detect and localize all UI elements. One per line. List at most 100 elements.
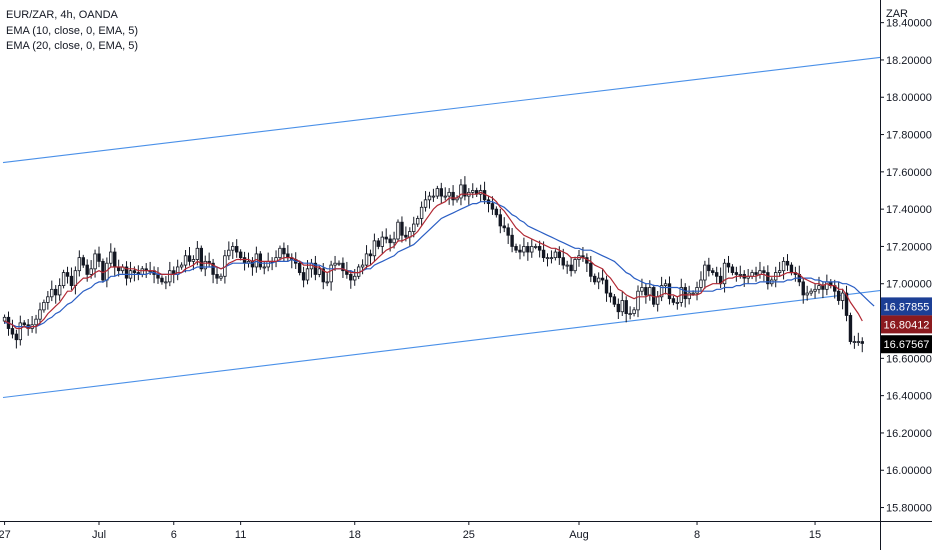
candle xyxy=(235,239,239,258)
candle xyxy=(349,270,353,289)
candle xyxy=(341,257,345,278)
candle xyxy=(836,282,841,305)
candle xyxy=(514,243,518,253)
y-tick-label: 16.00000 xyxy=(886,465,932,477)
chart-legend: EUR/ZAR, 4h, OANDA EMA (10, close, 0, EM… xyxy=(6,8,138,55)
candle xyxy=(502,217,506,233)
candle xyxy=(860,337,864,353)
ema10-legend-label[interactable]: EMA (10, close, 0, EMA, 5) xyxy=(6,24,139,37)
ema10-line[interactable] xyxy=(4,191,863,330)
candle xyxy=(81,254,85,268)
x-tick-label: 11 xyxy=(235,529,246,541)
ema20-legend-label[interactable]: EMA (20, close, 0, EMA, 5) xyxy=(6,40,139,52)
candle xyxy=(34,314,38,334)
candle xyxy=(431,188,436,202)
candle xyxy=(726,255,731,273)
candle xyxy=(471,183,475,199)
candle xyxy=(852,335,857,349)
price-label-last[interactable]: 16.67567 xyxy=(881,335,932,354)
candle xyxy=(124,261,129,286)
candle xyxy=(297,260,302,276)
candle xyxy=(577,249,581,267)
candle xyxy=(636,285,640,318)
candle xyxy=(844,285,849,322)
candle xyxy=(380,231,384,254)
candle xyxy=(840,288,845,310)
y-tick-label: 16.20000 xyxy=(886,428,932,440)
price-label-ema-20[interactable]: 16.87855 xyxy=(881,297,932,316)
candle xyxy=(175,259,180,281)
candle xyxy=(679,278,683,307)
candle xyxy=(412,216,416,238)
candle xyxy=(498,208,503,234)
candle xyxy=(825,274,829,296)
y-tick-label: 17.00000 xyxy=(886,279,932,291)
candle xyxy=(152,266,156,284)
channel-line-1[interactable] xyxy=(2,54,906,164)
x-tick-label: 6 xyxy=(171,529,177,541)
candle xyxy=(305,260,310,285)
candle xyxy=(353,269,357,286)
candle xyxy=(219,273,223,281)
candle xyxy=(419,201,424,226)
candle xyxy=(57,278,62,301)
candle xyxy=(54,285,58,304)
candle xyxy=(856,332,861,346)
candle xyxy=(565,260,569,274)
candle xyxy=(69,267,74,290)
candle xyxy=(113,247,117,276)
candle xyxy=(671,295,676,306)
candle xyxy=(10,319,15,339)
candle xyxy=(120,264,125,274)
candle xyxy=(187,247,192,266)
candle xyxy=(817,276,821,294)
x-tick-label: 8 xyxy=(694,529,700,541)
candle xyxy=(793,266,798,282)
ema20-line[interactable] xyxy=(4,201,875,328)
candle xyxy=(718,267,723,289)
plot-area[interactable] xyxy=(2,54,906,399)
candle xyxy=(620,291,624,317)
candle xyxy=(231,242,235,259)
candle xyxy=(482,181,487,205)
candle xyxy=(203,255,207,277)
candle xyxy=(707,257,711,277)
currency-label: ZAR xyxy=(886,8,908,20)
candle xyxy=(278,245,282,261)
candle xyxy=(526,242,530,261)
candle xyxy=(711,267,715,276)
candle xyxy=(549,250,554,264)
candle xyxy=(30,316,34,333)
y-tick-label: 15.80000 xyxy=(886,503,932,515)
symbol-label[interactable]: EUR/ZAR, 4h, OANDA xyxy=(6,9,118,21)
y-tick-label: 17.40000 xyxy=(886,204,932,216)
candle xyxy=(250,257,255,276)
candle xyxy=(415,215,420,227)
candle xyxy=(785,254,790,271)
candle xyxy=(2,314,7,324)
candle xyxy=(624,296,628,323)
price-label-ema-10[interactable]: 16.80412 xyxy=(881,315,932,334)
candle xyxy=(50,280,54,302)
candle xyxy=(781,257,786,280)
candle xyxy=(274,250,278,268)
x-tick-label: 25 xyxy=(463,529,475,541)
candle xyxy=(758,261,762,279)
candle xyxy=(38,302,42,325)
candle xyxy=(199,245,203,272)
candle xyxy=(443,187,447,201)
candle xyxy=(703,260,707,289)
candle xyxy=(644,283,648,304)
candle xyxy=(589,255,593,283)
channel-line-2[interactable] xyxy=(2,287,906,399)
y-tick-label: 16.60000 xyxy=(886,353,932,365)
candle xyxy=(494,206,499,218)
candle xyxy=(61,269,66,289)
candle xyxy=(238,249,243,261)
candle xyxy=(376,238,381,250)
candle xyxy=(337,260,341,267)
y-tick-label: 17.80000 xyxy=(886,130,932,142)
candle xyxy=(821,281,825,299)
